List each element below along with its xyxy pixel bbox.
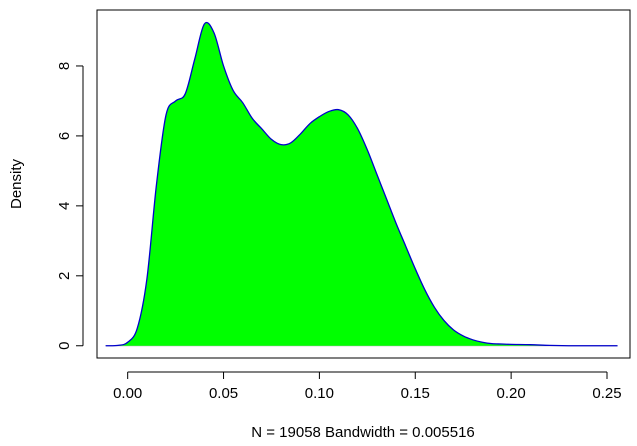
- x-tick-label: 0.25: [592, 385, 621, 402]
- x-tick-label: 0.15: [401, 385, 430, 402]
- x-tick-label: 0.10: [305, 385, 334, 402]
- density-line: [105, 21, 618, 347]
- x-axis: 0.00 0.05 0.10 0.15 0.20 0.25: [113, 371, 622, 402]
- y-tick-label: 6: [56, 132, 73, 140]
- y-axis-label: Density: [8, 158, 25, 209]
- density-area: [105, 22, 618, 346]
- y-tick-label: 0: [56, 342, 73, 350]
- y-tick-label: 8: [56, 62, 73, 70]
- density-series: [105, 21, 618, 347]
- x-axis-label: N = 19058 Bandwidth = 0.005516: [251, 424, 475, 441]
- y-axis: 0 2 4 6 8: [56, 62, 84, 350]
- x-tick-label: 0.00: [113, 385, 142, 402]
- plot-frame: [96, 9, 631, 359]
- y-tick-label: 2: [56, 272, 73, 280]
- x-tick-label: 0.20: [497, 385, 526, 402]
- y-tick-label: 4: [56, 202, 73, 210]
- x-tick-label: 0.05: [209, 385, 238, 402]
